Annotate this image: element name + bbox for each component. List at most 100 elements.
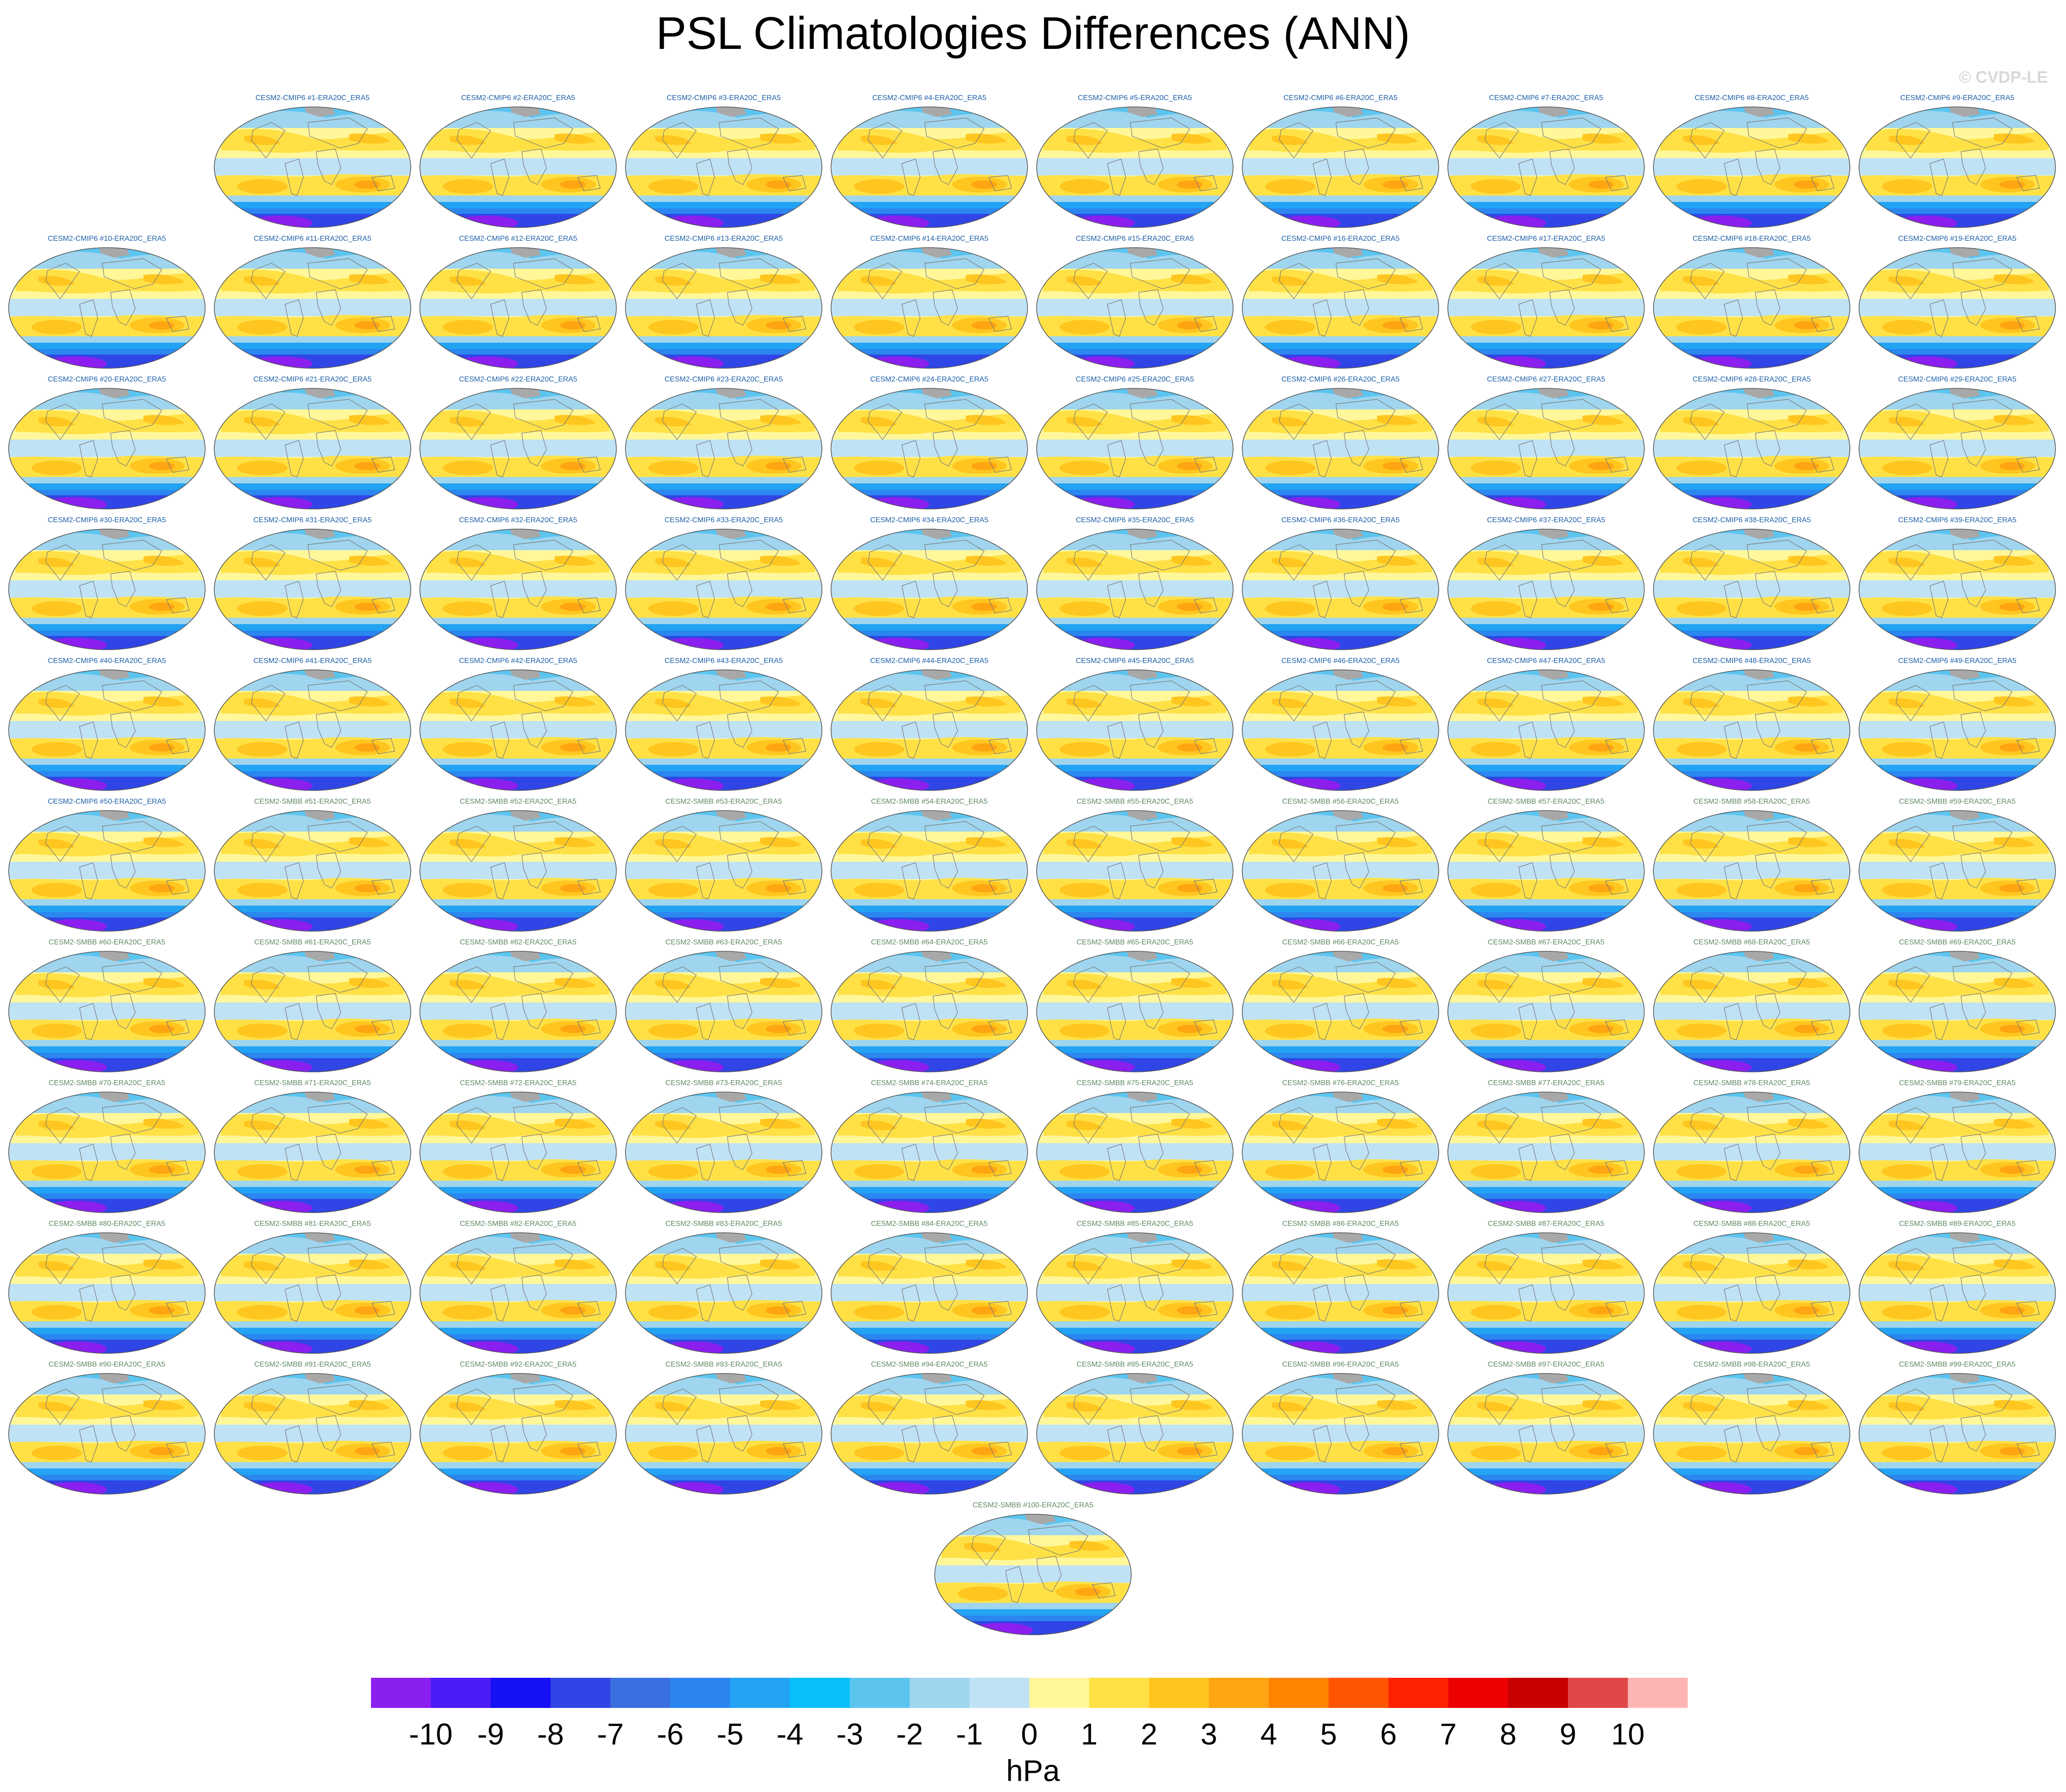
watermark: © CVDP-LE [1959, 68, 2048, 86]
psl-difference-map [1859, 1232, 2056, 1354]
panel-label: CESM2-CMIP6 #50-ERA20C_ERA5 [48, 798, 166, 806]
panel-label: CESM2-CMIP6 #12-ERA20C_ERA5 [459, 235, 577, 243]
panel-label: CESM2-SMBB #71-ERA20C_ERA5 [254, 1079, 371, 1087]
map-panel: CESM2-SMBB #89-ERA20C_ERA5 [1857, 1219, 2058, 1356]
map-panel: CESM2-CMIP6 #23-ERA20C_ERA5 [623, 375, 824, 512]
panel-label: CESM2-CMIP6 #13-ERA20C_ERA5 [664, 235, 783, 243]
psl-difference-map [1447, 810, 1645, 932]
psl-difference-map [1859, 106, 2056, 228]
psl-difference-map [214, 810, 411, 932]
map-panel: CESM2-CMIP6 #6-ERA20C_ERA5 [1240, 93, 1441, 230]
colorbar-tick-label: 6 [1380, 1717, 1397, 1751]
panel-label: CESM2-SMBB #75-ERA20C_ERA5 [1076, 1079, 1193, 1087]
map-panel: CESM2-SMBB #80-ERA20C_ERA5 [6, 1219, 207, 1356]
psl-difference-map [1242, 951, 1439, 1072]
panel-label: CESM2-CMIP6 #49-ERA20C_ERA5 [1898, 657, 2017, 665]
map-panel: CESM2-SMBB #54-ERA20C_ERA5 [829, 797, 1030, 934]
psl-difference-map [419, 951, 617, 1072]
psl-difference-map [8, 1373, 206, 1495]
panel-label: CESM2-SMBB #68-ERA20C_ERA5 [1693, 938, 1810, 946]
psl-difference-map [934, 1514, 1132, 1635]
map-panel: CESM2-CMIP6 #50-ERA20C_ERA5 [6, 797, 207, 934]
panel-label: CESM2-CMIP6 #41-ERA20C_ERA5 [253, 657, 372, 665]
map-panel: CESM2-SMBB #57-ERA20C_ERA5 [1446, 797, 1647, 934]
colorbar-swatch [910, 1678, 969, 1708]
psl-difference-map [1036, 529, 1234, 650]
psl-difference-map [1859, 388, 2056, 509]
colorbar-tick-label: -4 [777, 1717, 804, 1751]
panel-label: CESM2-SMBB #65-ERA20C_ERA5 [1076, 938, 1193, 946]
colorbar-tick-label: 7 [1440, 1717, 1457, 1751]
panel-label: CESM2-SMBB #72-ERA20C_ERA5 [460, 1079, 577, 1087]
psl-difference-map [1242, 388, 1439, 509]
map-panel: CESM2-SMBB #77-ERA20C_ERA5 [1446, 1078, 1647, 1215]
psl-difference-map [214, 529, 411, 650]
map-panel: CESM2-SMBB #92-ERA20C_ERA5 [418, 1360, 619, 1497]
panel-label: CESM2-SMBB #86-ERA20C_ERA5 [1282, 1220, 1399, 1228]
colorbar-tick-label: -10 [409, 1717, 452, 1751]
psl-difference-map [625, 388, 822, 509]
panel-label: CESM2-SMBB #54-ERA20C_ERA5 [871, 798, 988, 806]
panel-label: CESM2-SMBB #93-ERA20C_ERA5 [665, 1361, 782, 1368]
map-panel: CESM2-CMIP6 #12-ERA20C_ERA5 [418, 234, 619, 371]
colorbar-swatch [610, 1678, 670, 1708]
psl-difference-map [1242, 247, 1439, 369]
panel-label: CESM2-SMBB #67-ERA20C_ERA5 [1488, 938, 1605, 946]
map-panel: CESM2-SMBB #79-ERA20C_ERA5 [1857, 1078, 2058, 1215]
panel-label: CESM2-SMBB #91-ERA20C_ERA5 [254, 1361, 371, 1368]
psl-difference-map [1447, 951, 1645, 1072]
psl-difference-map [625, 1092, 822, 1213]
psl-difference-map [831, 1373, 1028, 1495]
psl-difference-map [1653, 1373, 1850, 1495]
psl-difference-map [1447, 529, 1645, 650]
map-panel: CESM2-CMIP6 #20-ERA20C_ERA5 [6, 375, 207, 512]
map-panel: CESM2-SMBB #75-ERA20C_ERA5 [1034, 1078, 1235, 1215]
psl-difference-map [625, 1232, 822, 1354]
panel-label: CESM2-SMBB #66-ERA20C_ERA5 [1282, 938, 1399, 946]
map-panel: CESM2-CMIP6 #27-ERA20C_ERA5 [1446, 375, 1647, 512]
colorbar-swatch [1388, 1678, 1448, 1708]
psl-difference-map [1242, 1232, 1439, 1354]
psl-difference-map [1036, 247, 1234, 369]
psl-difference-map [419, 669, 617, 791]
panel-label: CESM2-CMIP6 #45-ERA20C_ERA5 [1075, 657, 1194, 665]
map-panel: CESM2-SMBB #52-ERA20C_ERA5 [418, 797, 619, 934]
psl-difference-map [1036, 669, 1234, 791]
colorbar-tick-label: 0 [1021, 1717, 1038, 1751]
panel-label: CESM2-SMBB #56-ERA20C_ERA5 [1282, 798, 1399, 806]
panel-label: CESM2-SMBB #69-ERA20C_ERA5 [1899, 938, 2016, 946]
psl-difference-map [8, 669, 206, 791]
map-panel: CESM2-SMBB #81-ERA20C_ERA5 [212, 1219, 413, 1356]
colorbar-swatch [1089, 1678, 1149, 1708]
map-panel: CESM2-CMIP6 #32-ERA20C_ERA5 [418, 515, 619, 652]
panel-label: CESM2-SMBB #73-ERA20C_ERA5 [665, 1079, 782, 1087]
psl-difference-map [214, 1232, 411, 1354]
panel-label: CESM2-SMBB #53-ERA20C_ERA5 [665, 798, 782, 806]
colorbar-tick-label: 1 [1081, 1717, 1098, 1751]
psl-difference-map [625, 951, 822, 1072]
psl-difference-map [214, 669, 411, 791]
map-panel: CESM2-CMIP6 #19-ERA20C_ERA5 [1857, 234, 2058, 371]
map-panel: CESM2-CMIP6 #37-ERA20C_ERA5 [1446, 515, 1647, 652]
colorbar-swatch [1149, 1678, 1209, 1708]
map-panel: CESM2-CMIP6 #34-ERA20C_ERA5 [829, 515, 1030, 652]
map-panel: CESM2-CMIP6 #30-ERA20C_ERA5 [6, 515, 207, 652]
map-panel: CESM2-SMBB #87-ERA20C_ERA5 [1446, 1219, 1647, 1356]
map-panel: CESM2-SMBB #85-ERA20C_ERA5 [1034, 1219, 1235, 1356]
map-panel: CESM2-SMBB #98-ERA20C_ERA5 [1651, 1360, 1852, 1497]
psl-difference-map [419, 1232, 617, 1354]
psl-difference-map [1653, 1092, 1850, 1213]
map-panel: CESM2-CMIP6 #48-ERA20C_ERA5 [1651, 656, 1852, 793]
psl-difference-map [419, 1373, 617, 1495]
psl-difference-map [1859, 669, 2056, 791]
panel-label: CESM2-SMBB #94-ERA20C_ERA5 [871, 1361, 988, 1368]
map-panel: CESM2-CMIP6 #39-ERA20C_ERA5 [1857, 515, 2058, 652]
map-panel: CESM2-CMIP6 #2-ERA20C_ERA5 [418, 93, 619, 230]
colorbar-tick-label: -9 [477, 1717, 504, 1751]
psl-difference-map [1036, 1092, 1234, 1213]
psl-difference-map [625, 669, 822, 791]
colorbar-swatch [1209, 1678, 1269, 1708]
psl-difference-map [419, 247, 617, 369]
psl-difference-map [214, 247, 411, 369]
